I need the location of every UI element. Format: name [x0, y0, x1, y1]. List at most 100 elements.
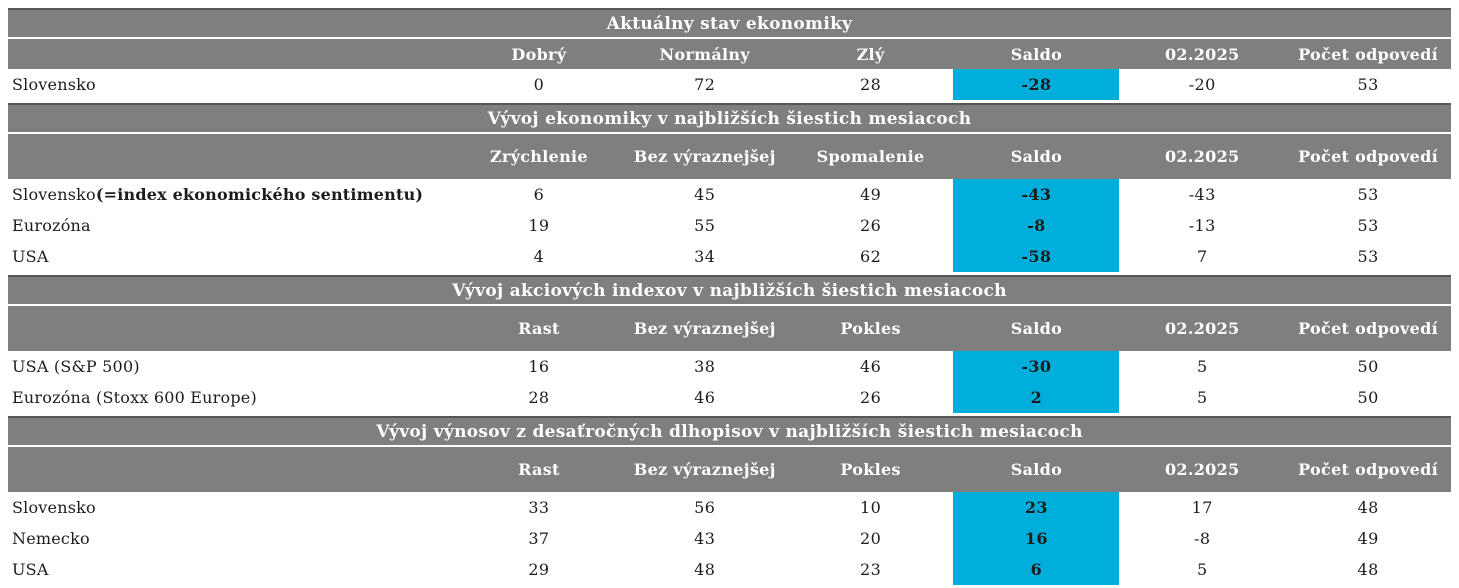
table-row: USA 29 48 23 6 5 48	[8, 554, 1451, 585]
table-row: Eurozóna 19 55 26 -8 -13 53	[8, 210, 1451, 241]
row-label: Eurozóna	[12, 216, 91, 235]
saldo-cell: 6	[953, 554, 1120, 585]
section-bond-yields-outlook: Vývoj výnosov z desaťročných dlhopisov v…	[8, 416, 1451, 585]
value-cell: 49	[859, 185, 882, 204]
section-title: Vývoj akciových indexov v najbližších ši…	[452, 280, 1007, 301]
value-cell: 48	[694, 560, 716, 579]
value-cell: 50	[1357, 357, 1379, 376]
column-header: Bez výraznejšej	[633, 319, 776, 338]
value-cell: 46	[859, 357, 882, 376]
saldo-cell: -8	[953, 210, 1120, 241]
column-header-saldo: Saldo	[1010, 147, 1063, 166]
value-cell: -8	[1194, 529, 1211, 548]
saldo-cell: 23	[953, 492, 1120, 523]
value-cell: 4	[533, 247, 545, 266]
column-header-prev-month: 02.2025	[1165, 44, 1240, 64]
value-cell: 53	[1357, 75, 1379, 94]
row-label: Slovensko	[12, 75, 96, 94]
table-row: Eurozóna (Stoxx 600 Europe) 28 46 26 2 5…	[8, 382, 1451, 413]
table-row: Slovensko 33 56 10 23 17 48	[8, 492, 1451, 523]
value-cell: 48	[1357, 560, 1379, 579]
column-header: Pokles	[840, 460, 901, 479]
value-cell: 48	[1357, 498, 1379, 517]
table-row: Slovensko 0 72 28 -28 -20 53	[8, 69, 1451, 100]
column-header: Bez výraznejšej	[633, 460, 776, 479]
value-cell: 10	[859, 498, 882, 517]
value-cell: 53	[1357, 185, 1379, 204]
column-header-prev-month: 02.2025	[1165, 147, 1240, 166]
column-header-responses: Počet odpovedí	[1298, 319, 1438, 338]
header-spacer	[8, 39, 456, 69]
section-title: Aktuálny stav ekonomiky	[606, 13, 853, 34]
value-cell: 37	[528, 529, 550, 548]
row-label: Eurozóna (Stoxx 600 Europe)	[12, 388, 257, 407]
value-cell: 23	[859, 560, 882, 579]
section-title-bar: Vývoj výnosov z desaťročných dlhopisov v…	[8, 416, 1451, 445]
row-label-bold: (=index ekonomického sentimentu)	[95, 185, 424, 204]
column-header: Pokles	[840, 319, 901, 338]
value-cell: -20	[1188, 75, 1216, 94]
column-header: Zlý	[856, 44, 885, 64]
column-header-row: Dobrý Normálny Zlý Saldo 02.2025 Počet o…	[8, 39, 1451, 69]
value-cell: 0	[533, 75, 545, 94]
saldo-cell: -58	[953, 241, 1120, 272]
value-cell: 49	[1357, 529, 1379, 548]
column-header-saldo: Saldo	[1010, 319, 1063, 338]
section-stock-indexes-outlook: Vývoj akciových indexov v najbližších ši…	[8, 275, 1451, 413]
section-title: Vývoj výnosov z desaťročných dlhopisov v…	[376, 421, 1083, 442]
value-cell: 5	[1196, 560, 1208, 579]
value-cell: 62	[859, 247, 882, 266]
column-header-prev-month: 02.2025	[1165, 460, 1240, 479]
value-cell: 45	[694, 185, 716, 204]
value-cell: 5	[1196, 357, 1208, 376]
row-label: Slovensko (=index ekonomického sentiment…	[12, 185, 424, 204]
value-cell: 17	[1191, 498, 1213, 517]
header-spacer	[8, 447, 456, 492]
column-header: Rast	[518, 460, 560, 479]
table-row: USA 4 34 62 -58 7 53	[8, 241, 1451, 272]
saldo-cell: 2	[953, 382, 1120, 413]
row-label: USA	[12, 560, 49, 579]
column-header: Spomalenie	[816, 147, 925, 166]
table-row: Nemecko 37 43 20 16 -8 49	[8, 523, 1451, 554]
column-header: Rast	[518, 319, 560, 338]
section-title-bar: Vývoj akciových indexov v najbližších ši…	[8, 275, 1451, 304]
saldo-cell: -43	[953, 179, 1120, 210]
value-cell: 33	[528, 498, 550, 517]
column-header-responses: Počet odpovedí	[1298, 147, 1438, 166]
value-cell: 29	[528, 560, 550, 579]
column-header-saldo: Saldo	[1010, 460, 1063, 479]
header-spacer	[8, 306, 456, 351]
column-header: Bez výraznejšej	[633, 147, 776, 166]
row-label: USA	[12, 247, 49, 266]
value-cell: -43	[1188, 185, 1216, 204]
column-header-row: Zrýchlenie Bez výraznejšej Spomalenie Sa…	[8, 134, 1451, 179]
column-header-responses: Počet odpovedí	[1298, 44, 1438, 64]
value-cell: 50	[1357, 388, 1379, 407]
column-header-responses: Počet odpovedí	[1298, 460, 1438, 479]
column-header-row: Rast Bez výraznejšej Pokles Saldo 02.202…	[8, 306, 1451, 351]
value-cell: 53	[1357, 216, 1379, 235]
column-header: Zrýchlenie	[489, 147, 588, 166]
value-cell: 28	[859, 75, 882, 94]
value-cell: 56	[694, 498, 716, 517]
column-header-saldo: Saldo	[1010, 44, 1063, 64]
value-cell: 28	[528, 388, 550, 407]
value-cell: 34	[694, 247, 716, 266]
column-header-prev-month: 02.2025	[1165, 319, 1240, 338]
section-economy-outlook: Vývoj ekonomiky v najbližších šiestich m…	[8, 103, 1451, 272]
value-cell: 53	[1357, 247, 1379, 266]
table-row: USA (S&P 500) 16 38 46 -30 5 50	[8, 351, 1451, 382]
row-label: Slovensko	[12, 498, 96, 517]
saldo-cell: 16	[953, 523, 1120, 554]
value-cell: 43	[694, 529, 716, 548]
value-cell: 5	[1196, 388, 1208, 407]
value-cell: 46	[694, 388, 716, 407]
section-title-bar: Aktuálny stav ekonomiky	[8, 8, 1451, 37]
value-cell: -13	[1188, 216, 1216, 235]
section-title-bar: Vývoj ekonomiky v najbližších šiestich m…	[8, 103, 1451, 132]
value-cell: 38	[694, 357, 716, 376]
header-spacer	[8, 134, 456, 179]
section-current-economy: Aktuálny stav ekonomiky Dobrý Normálny Z…	[8, 8, 1451, 100]
value-cell: 19	[528, 216, 550, 235]
